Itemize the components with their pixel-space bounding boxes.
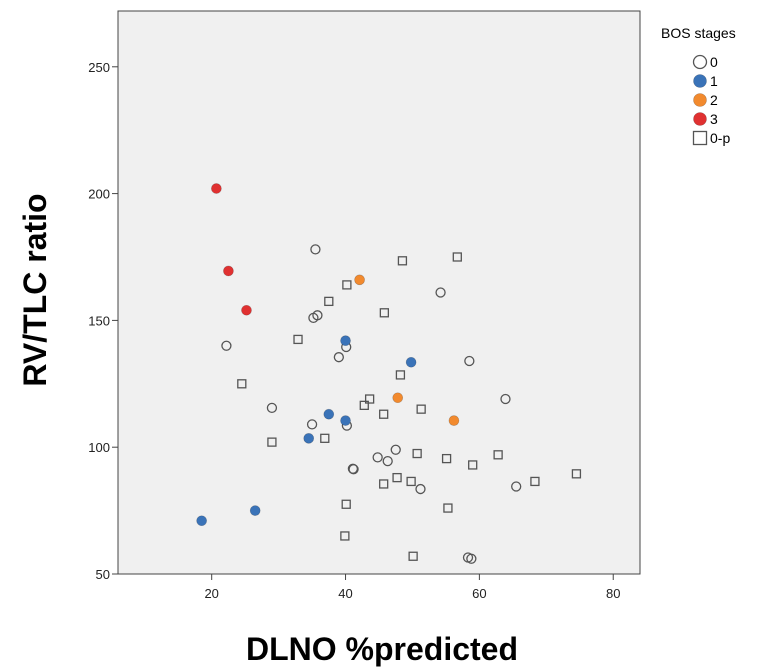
data-point bbox=[312, 310, 323, 321]
data-point bbox=[293, 334, 303, 345]
data-point bbox=[392, 392, 404, 404]
data-point bbox=[452, 252, 462, 262]
legend-title: BOS stages bbox=[661, 25, 736, 41]
data-point bbox=[468, 460, 478, 470]
legend-marker bbox=[692, 130, 708, 146]
data-point bbox=[441, 453, 452, 464]
y-axis-title: RV/TLC ratio bbox=[17, 193, 53, 386]
legend-label: 1 bbox=[710, 73, 718, 89]
legend-label: 3 bbox=[710, 111, 718, 127]
data-point bbox=[379, 409, 389, 419]
series-1 bbox=[196, 335, 417, 527]
data-point bbox=[379, 479, 389, 489]
data-point bbox=[435, 287, 446, 298]
y-tick-label: 250 bbox=[88, 60, 110, 75]
data-point bbox=[303, 433, 315, 444]
data-point bbox=[267, 437, 277, 447]
data-point bbox=[530, 476, 540, 487]
data-point bbox=[448, 415, 460, 426]
data-point bbox=[571, 469, 582, 479]
data-point bbox=[500, 393, 511, 405]
data-point bbox=[364, 394, 375, 404]
data-point bbox=[310, 244, 321, 255]
data-point bbox=[416, 404, 426, 414]
legend: BOS stages 0 1 2 3 0-p bbox=[661, 25, 736, 146]
axes: 20 40 60 80 50 100 150 200 250 bbox=[88, 60, 620, 601]
data-point bbox=[464, 355, 475, 367]
series-3 bbox=[211, 183, 252, 316]
data-point bbox=[306, 419, 318, 430]
legend-label: 0 bbox=[710, 54, 718, 70]
data-point bbox=[221, 340, 232, 351]
data-point bbox=[392, 472, 402, 483]
data-point bbox=[320, 433, 330, 443]
data-point bbox=[415, 483, 426, 495]
legend-marker bbox=[693, 112, 707, 126]
data-point bbox=[443, 503, 453, 513]
legend-item: 1 bbox=[693, 73, 718, 89]
data-point bbox=[241, 304, 252, 316]
data-point bbox=[340, 335, 351, 346]
legend-item: 0-p bbox=[692, 130, 730, 146]
data-point bbox=[405, 356, 417, 368]
x-tick-label: 20 bbox=[204, 586, 218, 601]
data-point bbox=[379, 308, 390, 318]
data-point bbox=[412, 448, 422, 459]
data-point bbox=[372, 452, 383, 463]
legend-item: 3 bbox=[693, 111, 718, 127]
data-point bbox=[348, 464, 359, 475]
data-point bbox=[196, 515, 207, 527]
legend-item: 0 bbox=[692, 54, 718, 70]
x-axis-title: DLNO %predicted bbox=[246, 631, 518, 667]
y-tick-label: 150 bbox=[88, 313, 110, 328]
data-point bbox=[340, 415, 351, 426]
legend-marker bbox=[693, 93, 707, 107]
y-tick-label: 200 bbox=[88, 187, 110, 202]
data-point bbox=[323, 408, 335, 420]
data-point bbox=[223, 265, 234, 277]
data-point bbox=[359, 400, 369, 411]
data-point bbox=[341, 499, 351, 509]
data-point bbox=[249, 505, 261, 516]
data-point bbox=[390, 444, 401, 455]
legend-label: 0-p bbox=[710, 130, 730, 146]
y-tick-label: 100 bbox=[88, 440, 110, 455]
x-tick-label: 60 bbox=[472, 586, 486, 601]
data-point bbox=[466, 553, 477, 564]
data-point bbox=[237, 379, 247, 389]
data-points bbox=[196, 183, 582, 564]
data-point bbox=[395, 370, 406, 380]
x-tick-label: 40 bbox=[338, 586, 352, 601]
data-point bbox=[333, 352, 344, 363]
data-point bbox=[406, 476, 416, 487]
data-point bbox=[493, 450, 503, 460]
series-2 bbox=[354, 274, 460, 426]
data-point bbox=[324, 296, 334, 307]
y-tick-label: 50 bbox=[96, 567, 110, 582]
plot-background bbox=[117, 10, 641, 575]
data-point bbox=[211, 183, 222, 194]
x-tick-label: 80 bbox=[606, 586, 620, 601]
legend-marker bbox=[692, 54, 708, 70]
data-point bbox=[511, 481, 522, 492]
data-point bbox=[408, 551, 418, 561]
data-point bbox=[266, 402, 278, 414]
series-0-p bbox=[237, 252, 582, 561]
data-point bbox=[354, 274, 365, 286]
data-point bbox=[340, 531, 350, 541]
legend-label: 2 bbox=[710, 92, 718, 108]
legend-marker bbox=[693, 74, 707, 88]
data-point bbox=[342, 280, 352, 290]
data-point bbox=[397, 256, 408, 266]
legend-item: 2 bbox=[693, 92, 718, 108]
data-point bbox=[382, 455, 393, 467]
series-0 bbox=[221, 244, 522, 564]
